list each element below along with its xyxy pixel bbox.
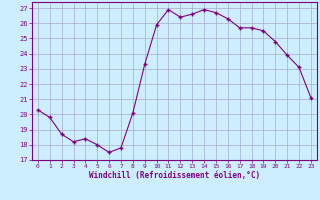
X-axis label: Windchill (Refroidissement éolien,°C): Windchill (Refroidissement éolien,°C)	[89, 171, 260, 180]
